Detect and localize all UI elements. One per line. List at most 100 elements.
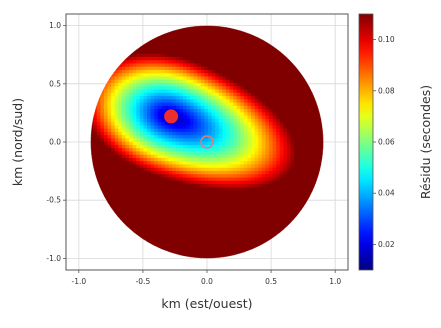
heat-cell [103, 160, 109, 165]
heat-cell [114, 206, 119, 211]
heat-cell [121, 193, 127, 198]
heat-cell [154, 118, 159, 123]
heat-cell [204, 150, 209, 155]
heat-cell [269, 170, 274, 175]
heat-cell [190, 128, 195, 132]
heat-cell [175, 144, 180, 149]
heat-cell [215, 59, 220, 64]
heat-cell [132, 225, 137, 230]
heat-cell [103, 82, 109, 87]
heat-cell [315, 147, 320, 152]
heat-cell [164, 167, 170, 171]
heat-cell [251, 98, 256, 103]
heat-cell [247, 189, 252, 194]
heat-cell [200, 75, 206, 80]
heat-cell [218, 92, 223, 97]
heat-cell [179, 79, 184, 84]
heat-cell [251, 206, 256, 211]
heat-cell [315, 160, 320, 165]
heat-cell [100, 115, 105, 119]
heat-cell [236, 242, 241, 246]
heat-cell [129, 222, 134, 227]
heat-cell [139, 229, 145, 233]
heat-cell [175, 118, 180, 123]
heat-cell [190, 27, 195, 31]
heat-cell [211, 56, 216, 61]
heat-cell [164, 209, 170, 214]
heat-cell [179, 92, 184, 97]
heat-cell [247, 88, 252, 93]
heat-cell [215, 105, 220, 110]
heat-cell [315, 167, 320, 171]
heat-cell [157, 144, 162, 149]
heat-cell [118, 69, 123, 74]
heat-cell [301, 180, 306, 185]
heat-cell [301, 154, 306, 158]
heat-cell [243, 163, 249, 168]
heat-cell [283, 206, 288, 211]
heat-cell [164, 56, 170, 61]
heat-cell [254, 62, 259, 67]
heat-cell [136, 131, 141, 136]
heat-cell [172, 202, 177, 207]
heat-cell [129, 59, 134, 64]
heat-cell [215, 79, 220, 84]
heat-cell [279, 144, 284, 149]
heat-cell [286, 62, 292, 67]
heat-cell [315, 105, 320, 110]
heat-cell [276, 206, 281, 211]
heat-cell [269, 196, 274, 201]
heat-cell [258, 163, 263, 168]
heat-cell [114, 160, 119, 165]
heat-cell [161, 40, 166, 44]
heat-cell [107, 124, 112, 129]
heat-cell [286, 154, 292, 158]
heat-cell [301, 111, 306, 116]
heat-cell [261, 85, 267, 90]
heat-cell [129, 72, 134, 77]
heat-cell [276, 72, 281, 77]
heat-cell [279, 222, 284, 227]
heat-cell [143, 189, 148, 194]
heat-cell [164, 183, 170, 188]
heat-cell [93, 121, 98, 126]
heat-cell [211, 219, 216, 224]
heat-cell [204, 183, 209, 188]
heat-cell [272, 202, 277, 207]
heat-cell [279, 196, 284, 201]
heat-cell [200, 27, 206, 31]
heat-cell [179, 176, 184, 181]
heat-cell [147, 101, 152, 106]
heat-cell [315, 137, 320, 142]
heat-cell [233, 98, 238, 103]
heat-cell [121, 147, 127, 152]
heat-cell [125, 75, 130, 80]
heat-cell [283, 180, 288, 185]
heat-cell [175, 222, 180, 227]
heat-cell [251, 196, 256, 201]
heat-cell [132, 137, 137, 142]
heat-cell [229, 141, 234, 145]
heat-cell [276, 69, 281, 74]
heat-cell [229, 101, 234, 106]
heat-cell [297, 160, 302, 165]
heat-cell [304, 115, 310, 119]
heat-cell [136, 82, 141, 87]
heat-cell [190, 141, 195, 145]
heat-cell [258, 75, 263, 80]
heat-cell [240, 85, 245, 90]
heat-cell [233, 183, 238, 188]
heat-cell [308, 180, 313, 185]
heat-cell [114, 183, 119, 188]
heat-cell [125, 82, 130, 87]
heat-cell [215, 49, 220, 54]
heat-cell [251, 40, 256, 44]
heat-cell [251, 128, 256, 132]
heat-cell [211, 248, 216, 253]
heat-cell [247, 147, 252, 152]
heat-cell [251, 95, 256, 100]
heat-cell [208, 82, 213, 87]
heat-cell [312, 128, 317, 132]
heat-cell [225, 30, 231, 35]
heat-cell [286, 150, 292, 155]
